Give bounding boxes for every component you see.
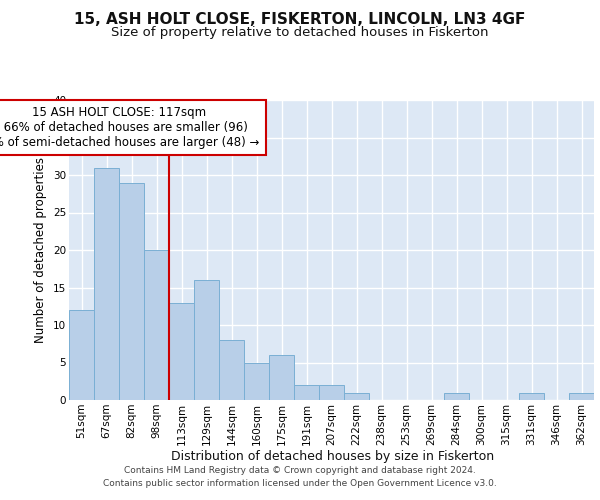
Bar [319, 385, 344, 400]
Bar [344, 392, 369, 400]
Bar [269, 355, 294, 400]
Bar [169, 302, 194, 400]
Y-axis label: Number of detached properties: Number of detached properties [34, 157, 47, 343]
Bar [244, 362, 269, 400]
Text: Distribution of detached houses by size in Fiskerton: Distribution of detached houses by size … [172, 450, 494, 463]
Text: Size of property relative to detached houses in Fiskerton: Size of property relative to detached ho… [111, 26, 489, 39]
Text: 15, ASH HOLT CLOSE, FISKERTON, LINCOLN, LN3 4GF: 15, ASH HOLT CLOSE, FISKERTON, LINCOLN, … [74, 12, 526, 28]
Bar [144, 250, 169, 400]
Bar [119, 182, 144, 400]
Bar [69, 310, 94, 400]
Bar [219, 340, 244, 400]
Text: Contains HM Land Registry data © Crown copyright and database right 2024.
Contai: Contains HM Land Registry data © Crown c… [103, 466, 497, 487]
Bar [569, 392, 594, 400]
Bar [444, 392, 469, 400]
Text: 15 ASH HOLT CLOSE: 117sqm
← 66% of detached houses are smaller (96)
33% of semi-: 15 ASH HOLT CLOSE: 117sqm ← 66% of detac… [0, 106, 260, 149]
Bar [194, 280, 219, 400]
Bar [294, 385, 319, 400]
Bar [94, 168, 119, 400]
Bar [519, 392, 544, 400]
